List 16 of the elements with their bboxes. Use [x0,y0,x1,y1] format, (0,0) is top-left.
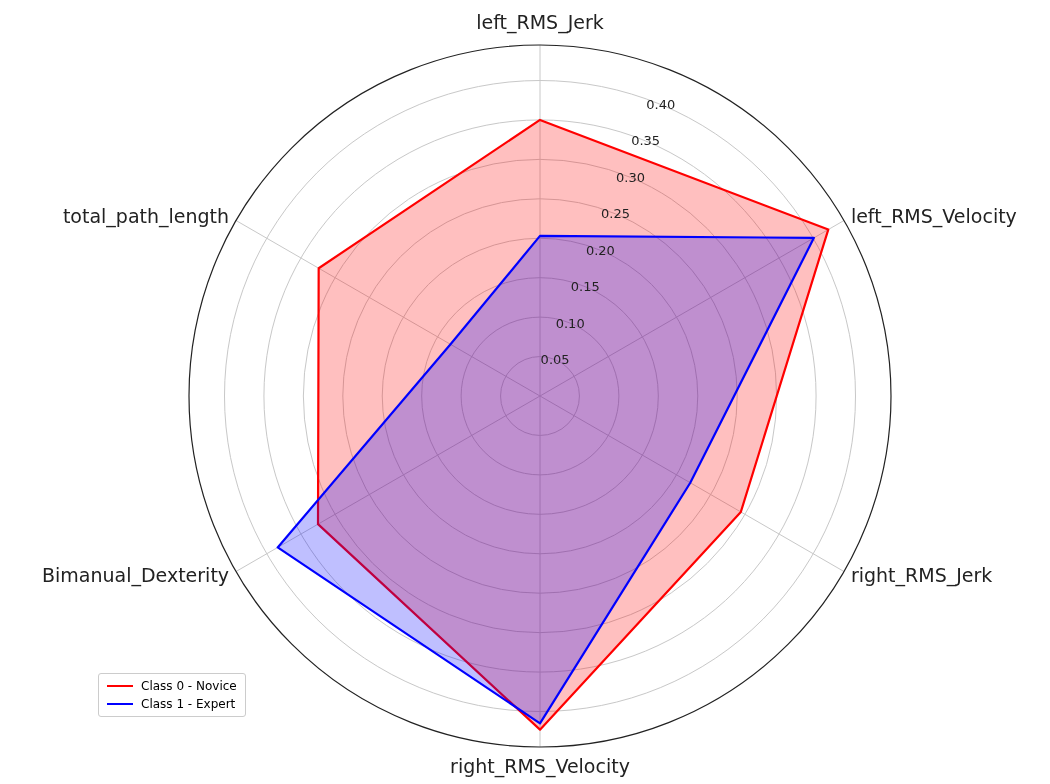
legend-label: Class 0 - Novice [141,678,237,695]
spoke-label: left_RMS_Jerk [476,11,604,34]
y-tick-label: 0.25 [600,206,630,222]
y-tick-label: 0.20 [585,242,615,258]
y-tick-label: 0.30 [616,169,646,185]
y-tick-label: 0.35 [631,133,661,149]
y-tick-label: 0.15 [570,279,600,295]
spoke-label: left_RMS_Velocity [850,204,1017,228]
spoke-label: Bimanual_Dexterity [41,563,230,587]
spoke-label: total_path_length [62,204,230,228]
y-tick-label: 0.40 [646,97,676,113]
y-tick-label: 0.05 [540,352,570,368]
legend-label: Class 1 - Expert [141,696,236,713]
y-tick-label: 0.10 [555,315,585,331]
spoke-label: right_RMS_Jerk [850,563,993,587]
spoke-label: right_RMS_Velocity [450,755,630,778]
